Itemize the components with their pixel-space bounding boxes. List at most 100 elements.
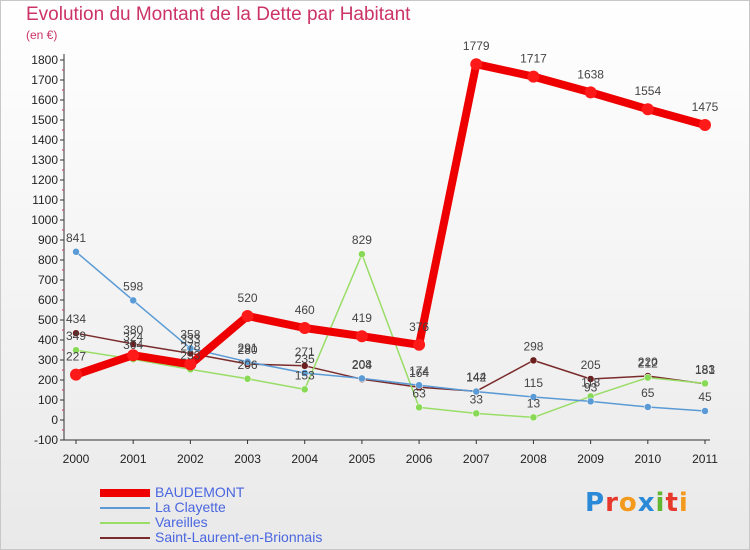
legend-swatch-vareilles — [100, 521, 150, 524]
series-line-baudemont — [72, 60, 709, 379]
data-label-la-clayette: 358 — [180, 327, 200, 341]
logo-letter: o — [618, 488, 638, 518]
chart-unit: (en €) — [26, 28, 58, 42]
logo-letter: r — [605, 488, 619, 518]
data-point-vareilles — [358, 250, 366, 258]
y-tick-label: 100 — [38, 393, 58, 407]
data-label-baudemont: 419 — [352, 311, 372, 325]
data-label-saint-laurent-en-brionnais: 271 — [295, 345, 315, 359]
data-label-baudemont: 1554 — [634, 84, 661, 98]
data-point-vareilles — [529, 413, 538, 422]
data-point-vareilles — [243, 375, 252, 383]
y-tick-label: -100 — [34, 433, 58, 447]
data-label-la-clayette: 45 — [698, 390, 712, 404]
logo-letter: x — [637, 488, 656, 518]
data-point-saint-laurent-en-brionnais — [586, 375, 595, 383]
data-label-vareilles: 829 — [352, 233, 372, 247]
data-point-baudemont — [355, 330, 368, 343]
data-point-la-clayette — [186, 344, 195, 353]
y-tick-label: 700 — [38, 273, 58, 287]
data-label-la-clayette: 598 — [123, 279, 143, 293]
data-point-baudemont — [470, 58, 483, 71]
y-tick-label: 800 — [38, 253, 58, 267]
x-tick-label: 2006 — [406, 452, 433, 466]
data-label-baudemont: 1638 — [577, 67, 604, 81]
data-label-la-clayette: 235 — [295, 352, 315, 366]
data-label-vareilles: 253 — [180, 348, 200, 362]
y-tick-label: 1100 — [32, 193, 58, 207]
data-point-la-clayette — [644, 403, 652, 411]
legend-swatch-baudemont — [100, 488, 150, 497]
data-label-saint-laurent-en-brionnais: 144 — [466, 370, 486, 384]
series-line-vareilles — [75, 253, 706, 419]
x-tick-label: 2009 — [577, 452, 604, 466]
data-label-vareilles: 33 — [470, 392, 484, 406]
data-point-vareilles — [300, 385, 309, 394]
legend-label-vareilles: Vareilles — [155, 514, 208, 530]
data-point-la-clayette — [72, 248, 80, 256]
data-label-vareilles: 63 — [412, 386, 426, 400]
data-label-la-clayette: 65 — [641, 386, 655, 400]
data-label-saint-laurent-en-brionnais: 380 — [123, 323, 143, 337]
logo-letter: i — [655, 488, 666, 518]
data-point-baudemont — [641, 103, 654, 116]
x-tick-label: 2000 — [63, 452, 90, 466]
data-label-baudemont: 278 — [180, 339, 200, 353]
data-point-saint-laurent-en-brionnais — [129, 340, 137, 348]
legend-label-la-clayette: La Clayette — [155, 499, 226, 515]
data-label-vareilles: 183 — [695, 362, 715, 376]
y-tick-label: 400 — [38, 333, 58, 347]
y-tick-label: 0 — [51, 413, 58, 427]
data-label-vareilles: 153 — [295, 368, 315, 382]
series-line-la-clayette — [75, 251, 706, 412]
data-point-la-clayette — [358, 374, 366, 383]
data-point-la-clayette — [529, 393, 538, 401]
data-label-baudemont: 1779 — [463, 39, 490, 53]
data-label-la-clayette: 115 — [524, 376, 543, 390]
chart-title: Evolution du Montant de la Dette par Hab… — [26, 4, 411, 25]
y-tick-label: 900 — [38, 233, 58, 247]
data-label-saint-laurent-en-brionnais: 280 — [238, 343, 258, 357]
data-label-vareilles: 212 — [638, 357, 658, 371]
data-point-la-clayette — [243, 358, 252, 366]
x-tick-label: 2005 — [349, 452, 376, 466]
x-tick-label: 2011 — [692, 452, 718, 466]
x-tick-label: 2003 — [234, 452, 261, 466]
y-tick-label: 200 — [38, 373, 58, 387]
data-point-baudemont — [70, 368, 82, 381]
y-tick-label: 1400 — [31, 133, 58, 147]
logo-letter: P — [585, 488, 606, 518]
logo-letter: i — [678, 488, 689, 518]
x-tick-label: 2008 — [520, 452, 547, 466]
data-label-saint-laurent-en-brionnais: 181 — [695, 363, 715, 377]
data-point-baudemont — [184, 358, 197, 371]
data-point-saint-laurent-en-brionnais — [72, 329, 80, 337]
data-point-vareilles — [72, 346, 80, 354]
data-label-la-clayette: 174 — [409, 364, 429, 378]
data-point-la-clayette — [586, 397, 595, 406]
data-label-vareilles: 13 — [527, 396, 541, 410]
data-label-saint-laurent-en-brionnais: 205 — [581, 358, 601, 372]
data-label-saint-laurent-en-brionnais: 333 — [180, 332, 200, 346]
y-tick-label: 1600 — [31, 93, 58, 107]
legend-swatch-saint-laurent — [100, 536, 150, 539]
data-point-la-clayette — [300, 369, 309, 377]
data-point-vareilles — [472, 409, 481, 418]
data-label-saint-laurent-en-brionnais: 204 — [352, 358, 372, 372]
y-tick-label: 300 — [38, 353, 58, 367]
data-point-baudemont — [413, 338, 426, 351]
y-tick-label: 1500 — [31, 113, 58, 127]
data-label-la-clayette: 291 — [238, 341, 258, 355]
y-tick-label: 500 — [38, 313, 58, 327]
data-label-vareilles: 206 — [238, 358, 258, 372]
data-label-saint-laurent-en-brionnais: 298 — [523, 339, 543, 353]
data-point-la-clayette — [701, 407, 709, 415]
data-label-baudemont: 324 — [123, 330, 143, 344]
data-point-baudemont — [241, 310, 254, 322]
legend-swatch-la-clayette — [100, 506, 150, 509]
proxiti-logo: Proxiti — [585, 488, 689, 518]
data-label-vareilles: 118 — [581, 375, 600, 389]
data-point-baudemont — [127, 349, 140, 362]
